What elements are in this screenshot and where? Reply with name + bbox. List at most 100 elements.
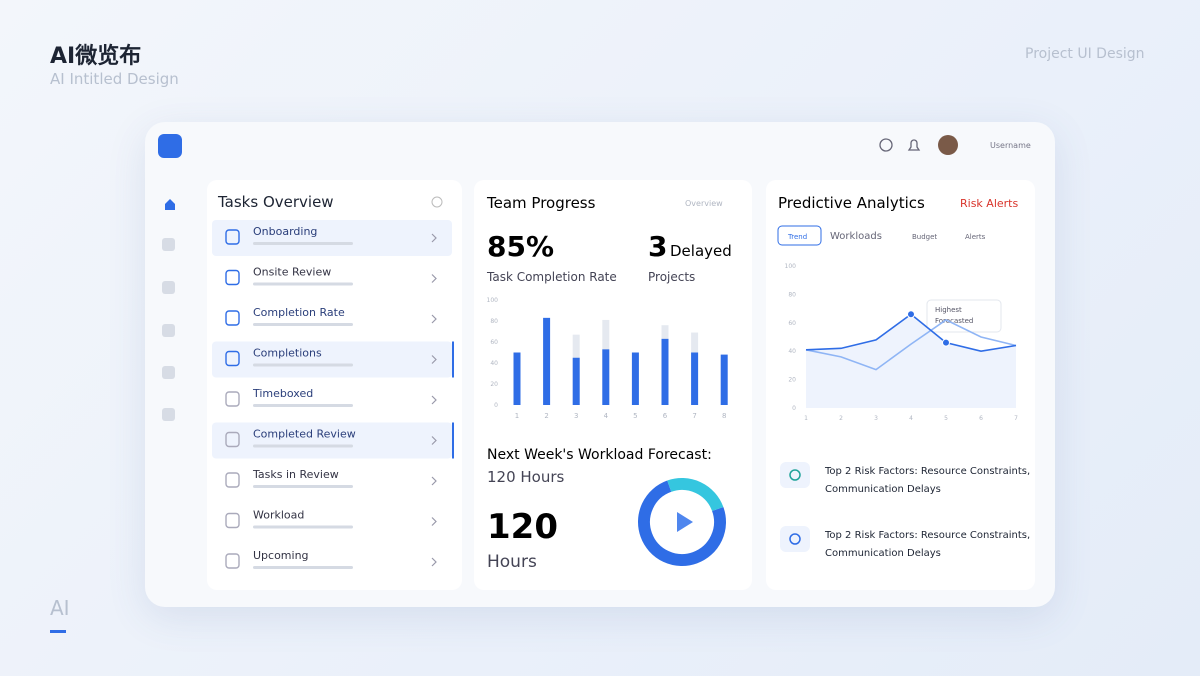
tab-active[interactable] <box>777 225 822 246</box>
panel-title: Team Progress <box>486 194 596 212</box>
delayed-label: Projects <box>648 270 695 284</box>
user-name[interactable]: Username <box>990 141 1031 150</box>
nav-icon[interactable] <box>162 324 175 337</box>
tab[interactable]: Workloads <box>830 231 882 242</box>
logo <box>158 134 182 158</box>
risk-icon-bg <box>780 462 810 488</box>
rate-value: 85% <box>487 230 554 263</box>
risk-text-line: Communication Delays <box>825 484 941 495</box>
risk-text-line: Top 2 Risk Factors: Resource Constraints… <box>824 530 1030 541</box>
x-tick-label: 5 <box>633 412 637 420</box>
bar <box>543 317 551 405</box>
nav-icon[interactable] <box>162 366 175 379</box>
tooltip <box>926 299 1002 333</box>
tab[interactable]: Trend <box>787 233 807 241</box>
delayed-value: 3 <box>648 230 667 263</box>
y-tick-label: 80 <box>490 318 498 325</box>
filter[interactable]: Overview <box>685 199 723 208</box>
tab[interactable]: Budget <box>912 233 937 241</box>
y-tick-label: 100 <box>487 297 499 304</box>
task-row-edge <box>452 422 454 459</box>
bell-icon[interactable] <box>907 139 921 151</box>
bar <box>572 357 580 405</box>
donut-segment <box>638 478 726 566</box>
bar <box>720 354 728 405</box>
avatar[interactable] <box>938 135 958 155</box>
task-title: Onboarding <box>253 225 317 238</box>
x-tick-label: 4 <box>604 412 609 420</box>
panel-title: Predictive Analytics <box>778 194 925 212</box>
task-icon <box>225 512 240 529</box>
y-tick-label: 60 <box>490 339 498 346</box>
tab[interactable]: Alerts <box>965 233 986 241</box>
task-title: Completions <box>253 347 322 360</box>
point <box>907 310 915 319</box>
risk-alert[interactable]: Risk Alerts <box>960 197 1018 210</box>
risk-text-line: Top 2 Risk Factors: Resource Constraints… <box>824 466 1030 477</box>
x-tick-label: 4 <box>909 415 913 422</box>
chevron[interactable] <box>431 395 437 405</box>
task-icon <box>225 229 240 245</box>
y-tick-label: 20 <box>788 377 796 384</box>
task-icon <box>225 350 240 367</box>
x-tick-label: 3 <box>574 412 578 420</box>
line <box>805 319 1017 371</box>
y-tick-label: 80 <box>788 291 796 298</box>
task-icon <box>225 472 240 488</box>
delayed-word: Delayed <box>670 242 732 260</box>
task-sub-line <box>253 525 353 529</box>
chevron[interactable] <box>431 517 437 526</box>
x-tick-label: 6 <box>663 412 668 420</box>
task-row-bg[interactable] <box>212 422 452 459</box>
x-tick-label: 2 <box>839 415 843 422</box>
x-tick-label: 6 <box>979 415 983 422</box>
chevron[interactable] <box>431 314 437 324</box>
y-tick-label: 100 <box>785 263 797 270</box>
y-tick-label: 0 <box>792 405 796 412</box>
bar <box>631 352 639 405</box>
task-title: Completed Review <box>253 428 356 441</box>
brand-title: AI微览布 <box>50 44 142 69</box>
task-icon <box>225 553 240 569</box>
tooltip-text: Highest <box>935 306 962 314</box>
chevron[interactable] <box>431 476 437 486</box>
chevron[interactable] <box>431 355 437 364</box>
x-tick-label: 1 <box>515 412 519 420</box>
x-tick-label: 7 <box>1014 415 1018 422</box>
task-row-bg[interactable] <box>212 341 452 378</box>
settings-icon[interactable] <box>431 196 443 208</box>
task-title: Timeboxed <box>252 387 313 400</box>
task-row-bg[interactable] <box>212 220 452 256</box>
risk-text-line: Communication Delays <box>825 548 941 559</box>
nav-icon[interactable] <box>162 281 175 294</box>
risk-icon <box>789 533 801 545</box>
task-sub-line <box>253 404 353 407</box>
task-sub-line <box>253 363 353 367</box>
risk-text: Top 2 Risk Factors: Resource Constraints… <box>824 530 1030 559</box>
chevron[interactable] <box>431 557 437 567</box>
search-icon[interactable] <box>879 138 893 152</box>
chevron[interactable] <box>431 274 437 283</box>
y-tick-label: 40 <box>788 348 796 355</box>
area <box>806 314 1016 408</box>
chevron[interactable] <box>431 233 437 243</box>
forecast-unit: Hours <box>487 552 537 572</box>
rate-label: Task Completion Rate <box>486 270 617 284</box>
x-tick-label: 7 <box>692 412 696 420</box>
nav-icon[interactable] <box>162 238 175 251</box>
task-icon <box>225 310 240 326</box>
task-title: Completion Rate <box>253 306 345 319</box>
play-icon[interactable] <box>677 512 693 532</box>
footer-mark: AI <box>50 596 70 620</box>
x-tick-label: 3 <box>874 415 878 422</box>
nav-home[interactable] <box>165 199 175 210</box>
forecast-title: Next Week's Workload Forecast: <box>487 447 712 463</box>
task-title: Upcoming <box>253 549 309 562</box>
x-tick-label: 5 <box>944 415 948 422</box>
task-sub-line <box>253 323 353 326</box>
nav-icon[interactable] <box>162 408 175 421</box>
chevron[interactable] <box>431 436 437 445</box>
task-title: Workload <box>253 509 304 522</box>
